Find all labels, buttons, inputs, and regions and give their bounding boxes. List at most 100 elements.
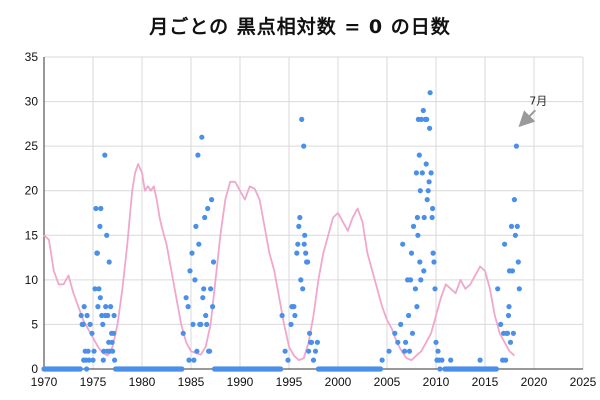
data-point xyxy=(412,286,418,292)
data-point xyxy=(431,259,437,265)
data-point xyxy=(504,330,511,336)
data-point xyxy=(515,259,521,265)
data-point xyxy=(87,321,93,327)
data-point xyxy=(110,348,116,354)
data-point xyxy=(294,250,300,256)
data-point xyxy=(410,223,417,229)
data-point xyxy=(96,286,102,292)
data-point xyxy=(91,348,97,354)
data-point xyxy=(92,286,98,292)
data-point xyxy=(210,259,217,265)
data-point xyxy=(285,357,291,363)
data-point xyxy=(109,339,115,345)
data-point xyxy=(108,304,114,310)
data-point xyxy=(510,330,516,336)
data-point xyxy=(97,295,103,301)
data-point xyxy=(195,152,201,158)
data-point xyxy=(428,170,434,176)
data-point xyxy=(278,366,284,372)
x-tick-label: 1970 xyxy=(31,375,58,389)
data-point xyxy=(208,286,214,292)
x-tick-label: 2005 xyxy=(374,375,401,389)
data-point xyxy=(442,366,448,372)
data-point xyxy=(408,250,415,256)
data-point xyxy=(111,312,117,319)
data-point xyxy=(310,357,317,363)
data-point xyxy=(409,330,416,336)
data-point xyxy=(190,321,196,327)
y-tick-label: 0 xyxy=(31,362,38,376)
x-tick-label: 2015 xyxy=(472,375,499,389)
data-point xyxy=(81,304,87,310)
data-point xyxy=(419,170,425,176)
y-tick-label: 10 xyxy=(25,273,39,287)
data-point xyxy=(179,366,185,372)
data-point xyxy=(79,321,85,327)
data-point xyxy=(424,116,430,122)
data-point xyxy=(102,312,108,319)
data-point xyxy=(420,107,426,114)
data-point xyxy=(196,241,202,247)
data-point xyxy=(430,250,436,256)
annotation-arrow xyxy=(518,109,537,128)
data-point xyxy=(508,223,515,229)
data-point xyxy=(303,250,309,256)
data-point xyxy=(201,286,207,292)
data-point xyxy=(112,366,119,372)
y-tick-label: 30 xyxy=(25,95,39,109)
data-point xyxy=(507,339,514,345)
data-point xyxy=(417,188,423,194)
data-point xyxy=(427,125,433,131)
data-point xyxy=(299,116,305,122)
data-point xyxy=(429,214,435,221)
chart-title: 月ごとの 黒点相対数 = 0 の日数 xyxy=(149,16,451,38)
data-point xyxy=(77,366,83,372)
y-tick-label: 35 xyxy=(25,50,39,64)
data-point xyxy=(308,339,314,345)
data-point xyxy=(439,357,445,363)
data-point xyxy=(104,348,110,354)
data-point xyxy=(304,259,310,265)
y-tick-label: 5 xyxy=(31,317,38,331)
data-point xyxy=(505,312,512,319)
data-point xyxy=(402,348,408,354)
data-point xyxy=(503,357,509,363)
x-tick-label: 1980 xyxy=(129,375,156,389)
annotation-label: 7月 xyxy=(529,94,547,107)
data-point xyxy=(415,232,421,238)
data-point xyxy=(395,339,401,345)
data-point xyxy=(377,366,384,372)
data-point xyxy=(418,277,424,283)
data-point xyxy=(200,295,206,301)
data-point xyxy=(193,223,199,229)
data-point xyxy=(501,330,507,336)
data-point xyxy=(94,250,100,256)
data-point xyxy=(477,357,483,363)
data-point xyxy=(298,277,304,283)
data-point xyxy=(81,357,87,363)
data-point xyxy=(111,330,117,336)
data-point xyxy=(301,143,307,149)
data-point xyxy=(85,348,91,354)
data-point xyxy=(386,348,392,354)
data-point xyxy=(433,339,439,345)
data-point xyxy=(307,330,313,336)
x-tick-label: 1995 xyxy=(276,375,303,389)
data-point xyxy=(403,339,409,345)
data-point xyxy=(312,348,319,354)
data-point xyxy=(512,232,519,238)
data-point xyxy=(89,330,95,336)
data-point xyxy=(392,330,398,336)
data-point xyxy=(406,348,413,354)
data-point xyxy=(198,321,204,327)
data-point xyxy=(186,357,192,363)
data-point xyxy=(301,241,307,247)
y-tick-label: 15 xyxy=(25,228,39,242)
data-point xyxy=(427,90,433,96)
data-point xyxy=(97,223,103,229)
x-tick-label: 2020 xyxy=(521,375,548,389)
smoothed-line xyxy=(43,163,516,361)
data-point xyxy=(84,366,90,372)
data-point xyxy=(199,134,205,140)
data-point xyxy=(100,321,106,327)
